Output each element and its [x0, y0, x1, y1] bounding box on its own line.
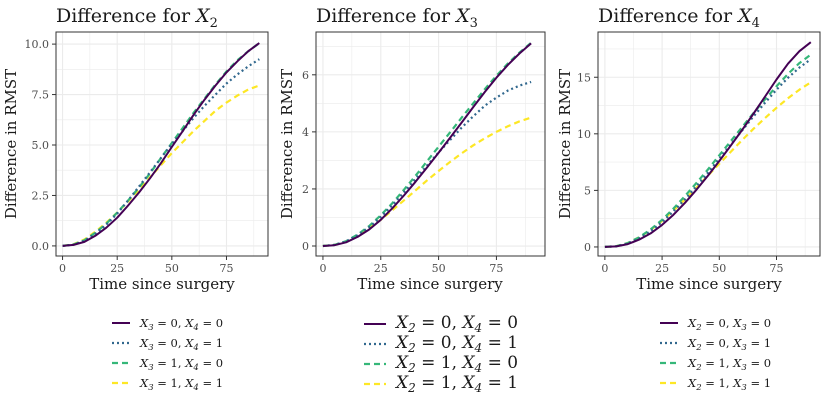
series-line-1	[322, 42, 532, 247]
legend-label-3: X2 = 1, X3 = 0	[687, 356, 771, 373]
panel-3: 0 25 50 75 0 5 10 15 Difference for X4 Time since…	[556, 5, 821, 393]
legend-3: X2 = 0, X3 = 0 X2 = 0, X3 = 1 X2 = 1, X3 =…	[660, 316, 771, 393]
legend-label-4: X2 = 1, X4 = 1	[394, 373, 518, 395]
y-tick-label: 10	[577, 128, 591, 141]
y-tick-label: 2	[302, 183, 309, 196]
y-tick-label: 5	[584, 184, 591, 197]
series-line-4	[604, 81, 812, 248]
y-axis-label: Difference in RMST	[278, 69, 296, 219]
x-tick-label: 25	[655, 262, 669, 275]
panel-border	[55, 31, 269, 257]
x-tick-label: 50	[165, 262, 179, 275]
y-tick-label: 15	[577, 71, 591, 84]
series-line-4	[322, 116, 532, 248]
x-axis-label: Time since surgery	[89, 275, 235, 293]
series-line-3	[604, 53, 812, 248]
panel-1: 0 25 50 75 0.0 2.5 5.0 7.5 10.0 Difference for X2…	[2, 5, 269, 393]
series-line-1	[62, 42, 260, 247]
panel-2: 0 25 50 75 0 2 4 6 Difference for X3 Time since s…	[278, 5, 546, 395]
y-tick-label: 0	[584, 241, 591, 254]
y-axis-label: Difference in RMST	[556, 69, 574, 219]
x-axis-label: Time since surgery	[357, 275, 503, 293]
panel-background	[56, 32, 268, 256]
x-tick-label: 50	[712, 262, 726, 275]
series-line-4	[62, 84, 260, 247]
y-axis-label: Difference in RMST	[2, 69, 20, 219]
legend-2: X2 = 0, X4 = 0X2 = 0, X4 = 1X2 = 1, X4 =…	[364, 313, 518, 395]
legend-label-1: X2 = 0, X3 = 0	[687, 316, 771, 333]
legend-label-4: X3 = 1, X4 = 1	[139, 376, 223, 393]
y-tick-label: 6	[302, 69, 309, 82]
x-tick-label: 25	[374, 262, 388, 275]
panel-title: Difference for X4	[598, 5, 760, 31]
panel-title: Difference for X3	[316, 5, 478, 31]
series-line-2	[322, 80, 532, 248]
x-tick-label: 75	[489, 262, 503, 275]
y-tick-label: 5.0	[32, 139, 50, 152]
panel-border	[597, 31, 821, 257]
legend-label-2: X3 = 0, X4 = 1	[139, 336, 223, 353]
x-tick-label: 25	[110, 262, 124, 275]
x-axis-label: Time since surgery	[636, 275, 782, 293]
x-tick-label: 75	[219, 262, 233, 275]
x-tick-label: 50	[432, 262, 446, 275]
y-tick-label: 10.0	[25, 38, 50, 51]
y-tick-label: 0.0	[32, 240, 50, 253]
legend-label-1: X3 = 0, X4 = 0	[139, 316, 223, 333]
legend-label-2: X2 = 0, X4 = 1	[394, 333, 518, 355]
legend-label-3: X3 = 1, X4 = 0	[139, 356, 223, 373]
y-tick-label: 7.5	[32, 89, 50, 102]
legend-label-4: X2 = 1, X3 = 1	[687, 376, 771, 393]
y-tick-label: 0	[302, 240, 309, 253]
y-tick-label: 2.5	[32, 189, 50, 202]
panel-background	[316, 32, 545, 256]
x-tick-label: 0	[601, 262, 608, 275]
y-tick-label: 4	[302, 126, 309, 139]
series-line-2	[62, 58, 260, 247]
panel-title: Difference for X2	[56, 5, 218, 31]
x-tick-label: 0	[319, 262, 326, 275]
legend-label-1: X2 = 0, X4 = 0	[394, 313, 518, 335]
legend-label-3: X2 = 1, X4 = 0	[394, 353, 518, 375]
series-line-1	[604, 41, 812, 248]
legend-label-2: X2 = 0, X3 = 1	[687, 336, 771, 353]
x-tick-label: 0	[59, 262, 66, 275]
x-tick-label: 75	[770, 262, 784, 275]
panel-border	[315, 31, 546, 257]
legend-1: X3 = 0, X4 = 0 X3 = 0, X4 = 1 X3 = 1, X4 =…	[112, 316, 223, 393]
